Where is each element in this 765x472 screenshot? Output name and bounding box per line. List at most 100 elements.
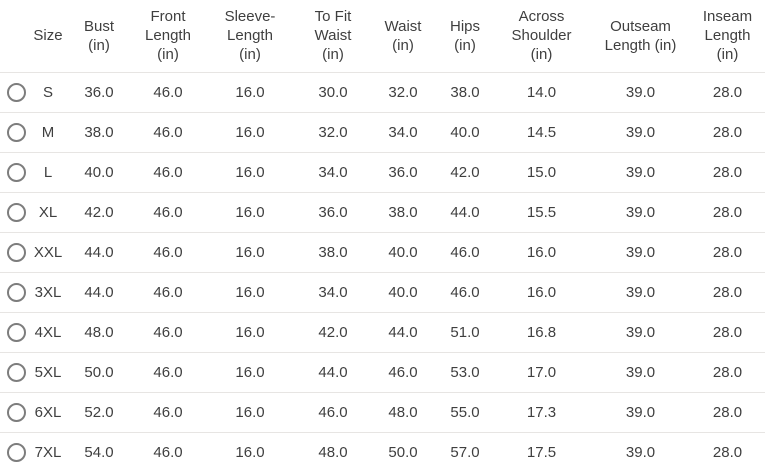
column-header-waist: Waist (in) <box>384 17 422 54</box>
measurement-value: 40.0 <box>450 123 480 141</box>
measurement-value: 46.0 <box>153 203 183 221</box>
measurement-value: 14.0 <box>526 83 557 101</box>
size-radio-button[interactable] <box>6 82 26 102</box>
measurement-value: 46.0 <box>153 283 183 301</box>
measurement-value: 36.0 <box>84 83 114 101</box>
measurement-value: 48.0 <box>84 323 114 341</box>
measurement-value: 17.5 <box>526 443 557 461</box>
radio-cell <box>0 232 32 272</box>
measurement-value: 28.0 <box>712 203 743 221</box>
size-row[interactable]: 3XL 44.0 46.0 16.0 34.0 40.0 46.0 16.0 3… <box>0 272 765 312</box>
measurement-value: 39.0 <box>625 403 656 421</box>
size-label: 6XL <box>34 403 62 421</box>
column-header-sleeve-length: Sleeve- Length (in) <box>224 8 276 64</box>
measurement-value: 53.0 <box>450 363 480 381</box>
size-label: M <box>41 123 55 141</box>
size-radio-button[interactable] <box>6 322 26 342</box>
size-radio-button[interactable] <box>6 282 26 302</box>
measurement-value: 44.0 <box>388 323 418 341</box>
measurement-value: 28.0 <box>712 123 743 141</box>
size-label: 7XL <box>34 443 62 461</box>
measurement-value: 39.0 <box>625 83 656 101</box>
measurement-value: 38.0 <box>318 243 348 261</box>
size-radio-button[interactable] <box>6 162 26 182</box>
measurement-value: 34.0 <box>388 123 418 141</box>
measurement-value: 40.0 <box>84 163 114 181</box>
measurement-value: 28.0 <box>712 363 743 381</box>
size-row[interactable]: L 40.0 46.0 16.0 34.0 36.0 42.0 15.0 39.… <box>0 152 765 192</box>
measurement-value: 16.0 <box>235 363 265 381</box>
radio-cell <box>0 272 32 312</box>
size-row[interactable]: M 38.0 46.0 16.0 32.0 34.0 40.0 14.5 39.… <box>0 112 765 152</box>
measurement-value: 28.0 <box>712 83 743 101</box>
measurement-value: 39.0 <box>625 123 656 141</box>
measurement-value: 46.0 <box>153 123 183 141</box>
measurement-value: 28.0 <box>712 243 743 261</box>
measurement-value: 28.0 <box>712 403 743 421</box>
measurement-value: 15.5 <box>526 203 557 221</box>
radio-cell <box>0 352 32 392</box>
radio-cell <box>0 432 32 472</box>
size-row[interactable]: S 36.0 46.0 16.0 30.0 32.0 38.0 14.0 39.… <box>0 72 765 112</box>
column-header-outseam-length: Outseam Length (in) <box>604 17 677 54</box>
size-radio-button[interactable] <box>6 442 26 462</box>
size-row[interactable]: 6XL 52.0 46.0 16.0 46.0 48.0 55.0 17.3 3… <box>0 392 765 432</box>
measurement-value: 46.0 <box>153 83 183 101</box>
measurement-value: 16.0 <box>526 243 557 261</box>
size-radio-button[interactable] <box>6 362 26 382</box>
measurement-value: 28.0 <box>712 283 743 301</box>
measurement-value: 39.0 <box>625 363 656 381</box>
measurement-value: 15.0 <box>526 163 557 181</box>
column-header-across-shoulder: Across Shoulder (in) <box>511 8 572 64</box>
measurement-value: 16.8 <box>526 323 557 341</box>
measurement-value: 46.0 <box>153 403 183 421</box>
size-radio-button[interactable] <box>6 242 26 262</box>
size-label: 3XL <box>34 283 62 301</box>
size-radio-button[interactable] <box>6 402 26 422</box>
size-row[interactable]: 4XL 48.0 46.0 16.0 42.0 44.0 51.0 16.8 3… <box>0 312 765 352</box>
size-label: XXL <box>33 243 63 261</box>
measurement-value: 14.5 <box>526 123 557 141</box>
measurement-value: 16.0 <box>235 83 265 101</box>
size-radio-button[interactable] <box>6 202 26 222</box>
measurement-value: 44.0 <box>318 363 348 381</box>
measurement-value: 46.0 <box>153 363 183 381</box>
header-row: Size Bust (in) Front Length (in) Sleeve-… <box>0 0 765 72</box>
measurement-value: 44.0 <box>84 243 114 261</box>
measurement-value: 36.0 <box>388 163 418 181</box>
measurement-value: 51.0 <box>450 323 480 341</box>
size-row[interactable]: XL 42.0 46.0 16.0 36.0 38.0 44.0 15.5 39… <box>0 192 765 232</box>
measurement-value: 46.0 <box>153 243 183 261</box>
measurement-value: 28.0 <box>712 323 743 341</box>
size-label: XL <box>38 203 58 221</box>
size-row[interactable]: XXL 44.0 46.0 16.0 38.0 40.0 46.0 16.0 3… <box>0 232 765 272</box>
measurement-value: 16.0 <box>235 243 265 261</box>
measurement-value: 38.0 <box>450 83 480 101</box>
measurement-value: 38.0 <box>84 123 114 141</box>
radio-cell <box>0 312 32 352</box>
size-label: 5XL <box>34 363 62 381</box>
measurement-value: 46.0 <box>153 323 183 341</box>
measurement-value: 39.0 <box>625 243 656 261</box>
size-row[interactable]: 7XL 54.0 46.0 16.0 48.0 50.0 57.0 17.5 3… <box>0 432 765 472</box>
size-row[interactable]: 5XL 50.0 46.0 16.0 44.0 46.0 53.0 17.0 3… <box>0 352 765 392</box>
measurement-value: 30.0 <box>318 83 348 101</box>
size-radio-button[interactable] <box>6 122 26 142</box>
measurement-value: 38.0 <box>388 203 418 221</box>
radio-cell <box>0 152 32 192</box>
measurement-value: 16.0 <box>526 283 557 301</box>
measurement-value: 39.0 <box>625 443 656 461</box>
column-header-bust: Bust (in) <box>83 17 114 54</box>
measurement-value: 16.0 <box>235 283 265 301</box>
size-label: 4XL <box>34 323 62 341</box>
column-header-to-fit-waist: To Fit Waist (in) <box>314 8 352 64</box>
measurement-value: 34.0 <box>318 163 348 181</box>
size-label: S <box>42 83 53 101</box>
measurement-value: 42.0 <box>318 323 348 341</box>
measurement-value: 16.0 <box>235 443 265 461</box>
measurement-value: 39.0 <box>625 203 656 221</box>
measurement-value: 50.0 <box>84 363 114 381</box>
measurement-value: 44.0 <box>84 283 114 301</box>
measurement-value: 42.0 <box>84 203 114 221</box>
measurement-value: 46.0 <box>153 443 183 461</box>
